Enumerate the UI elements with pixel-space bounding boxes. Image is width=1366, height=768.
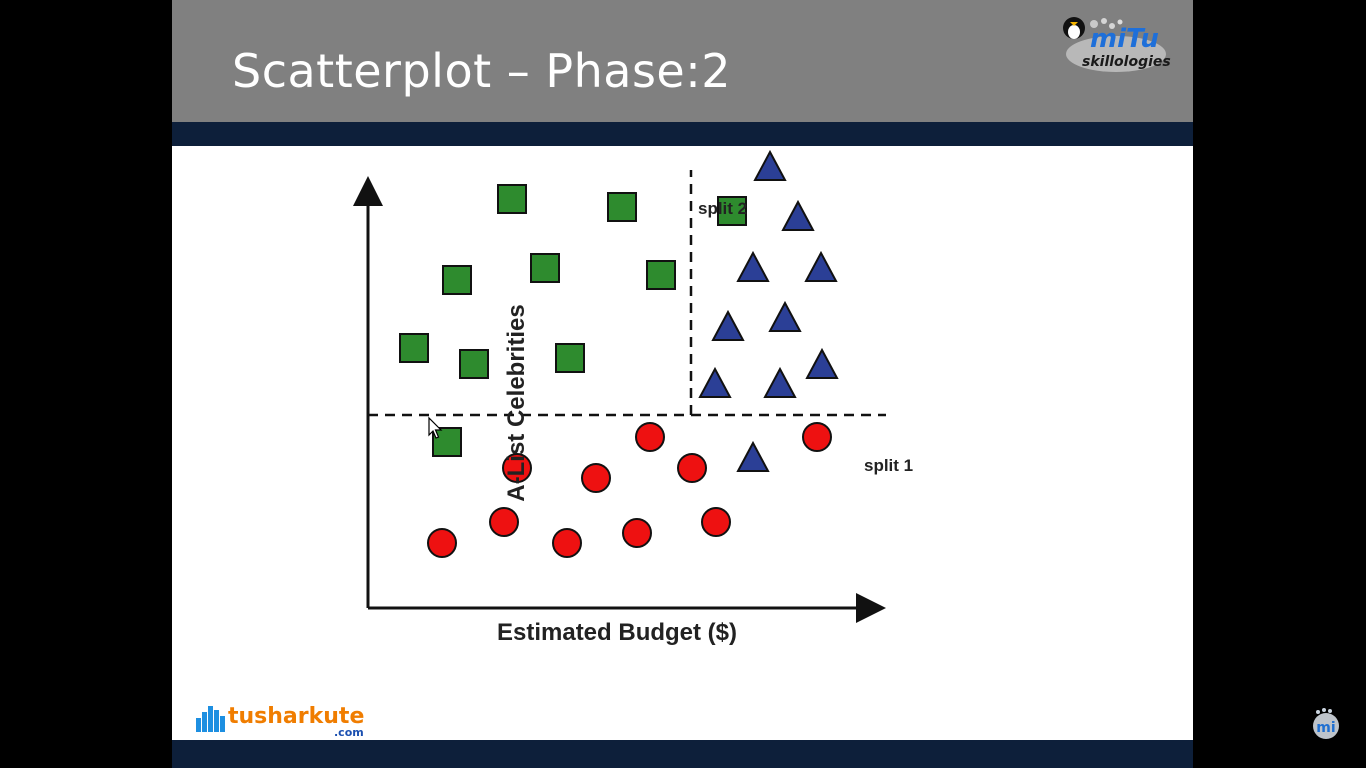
triangle-point-2 (781, 199, 815, 231)
mitu-skillologies-logo: miTu skillologies (1060, 12, 1180, 76)
circle-point-9 (622, 518, 652, 548)
triangle-point-1 (753, 149, 787, 181)
site-domain: .com (334, 726, 364, 739)
slide-header: Scatterplot – Phase:2 miTu skillologies (172, 0, 1193, 122)
circle-point-2 (802, 422, 832, 452)
split-1-label: split 1 (864, 456, 913, 475)
split-lines (368, 170, 886, 417)
tusharkute-logo: tusharkute .com (194, 700, 374, 740)
brand-name: miTu (1090, 24, 1159, 54)
slide: Scatterplot – Phase:2 miTu skillologies (172, 0, 1193, 768)
circle-point-7 (489, 507, 519, 537)
cursor-icon (428, 416, 443, 439)
circle-point-3 (502, 453, 532, 483)
triangle-point-5 (711, 309, 745, 341)
books-icon (196, 706, 225, 732)
circle-point-5 (677, 453, 707, 483)
circle-point-4 (581, 463, 611, 493)
slide-title: Scatterplot – Phase:2 (232, 44, 731, 98)
footer-band (172, 740, 1193, 768)
circle-point-10 (701, 507, 731, 537)
mi-watermark-icon: mi (1313, 708, 1339, 739)
header-band (172, 122, 1193, 146)
square-point-8 (459, 349, 489, 379)
square-point-1 (497, 184, 527, 214)
y-axis-label: A-List Celebrities (503, 304, 530, 501)
triangle-point-6 (768, 300, 802, 332)
square-point-2 (607, 192, 637, 222)
square-point-5 (530, 253, 560, 283)
penguin-icon (1063, 17, 1166, 72)
square-point-4 (442, 265, 472, 295)
square-point-6 (646, 260, 676, 290)
square-point-10 (432, 427, 462, 457)
circle-point-8 (552, 528, 582, 558)
scatter-chart: Estimated Budget ($) A-List Celebrities … (353, 149, 913, 646)
triangle-point-4 (804, 250, 838, 282)
square-point-3 (717, 196, 747, 226)
brand-tagline: skillologies (1082, 54, 1171, 70)
site-name: tusharkute (228, 704, 365, 729)
triangle-point-3 (736, 250, 770, 282)
split-2-label: split 2 (698, 199, 747, 218)
triangle-point-10 (736, 440, 770, 472)
triangle-point-8 (763, 366, 797, 398)
square-point-9 (555, 343, 585, 373)
square-point-7 (399, 333, 429, 363)
triangle-point-7 (698, 366, 732, 398)
x-axis-label: Estimated Budget ($) (497, 619, 737, 646)
triangle-point-9 (805, 347, 839, 379)
circle-point-1 (635, 422, 665, 452)
corner-badge-text: mi (1316, 720, 1335, 736)
data-markers (399, 149, 839, 558)
circle-point-6 (427, 528, 457, 558)
